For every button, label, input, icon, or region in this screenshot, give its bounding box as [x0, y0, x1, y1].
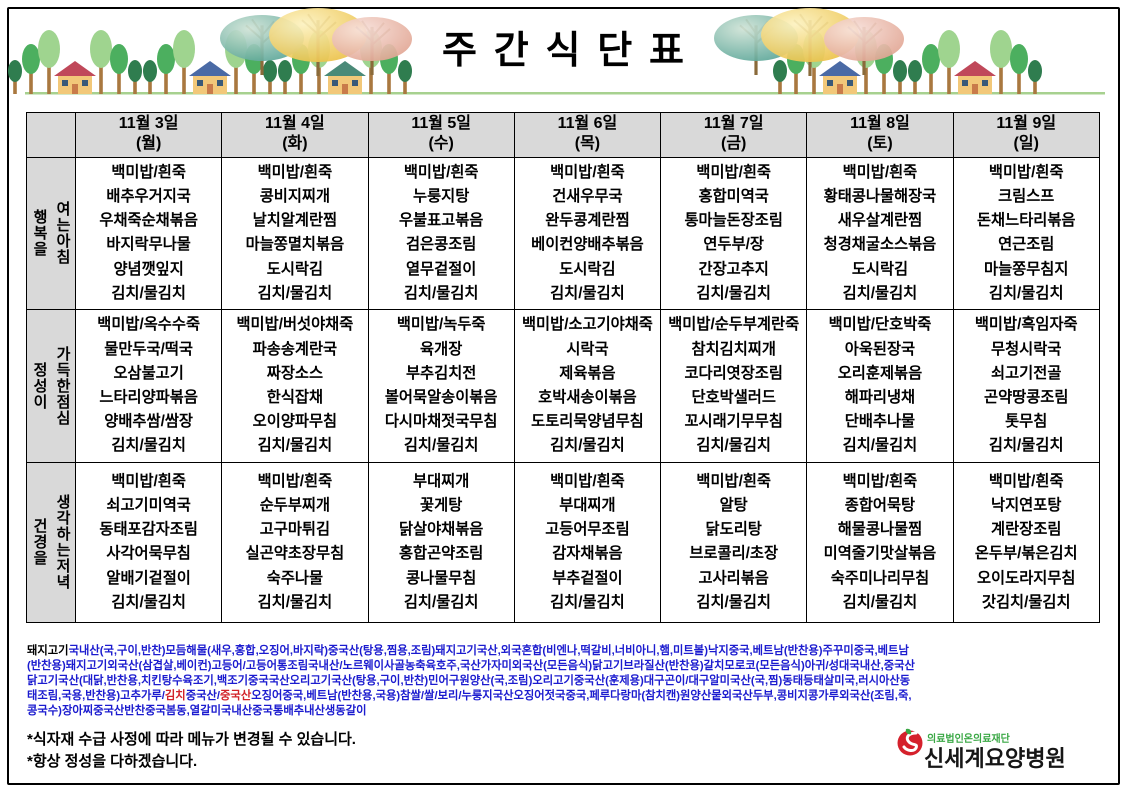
svg-text:신세계요양병원: 신세계요양병원	[924, 746, 1066, 771]
svg-text:의료법인온의료재단: 의료법인온의료재단	[927, 732, 1011, 745]
